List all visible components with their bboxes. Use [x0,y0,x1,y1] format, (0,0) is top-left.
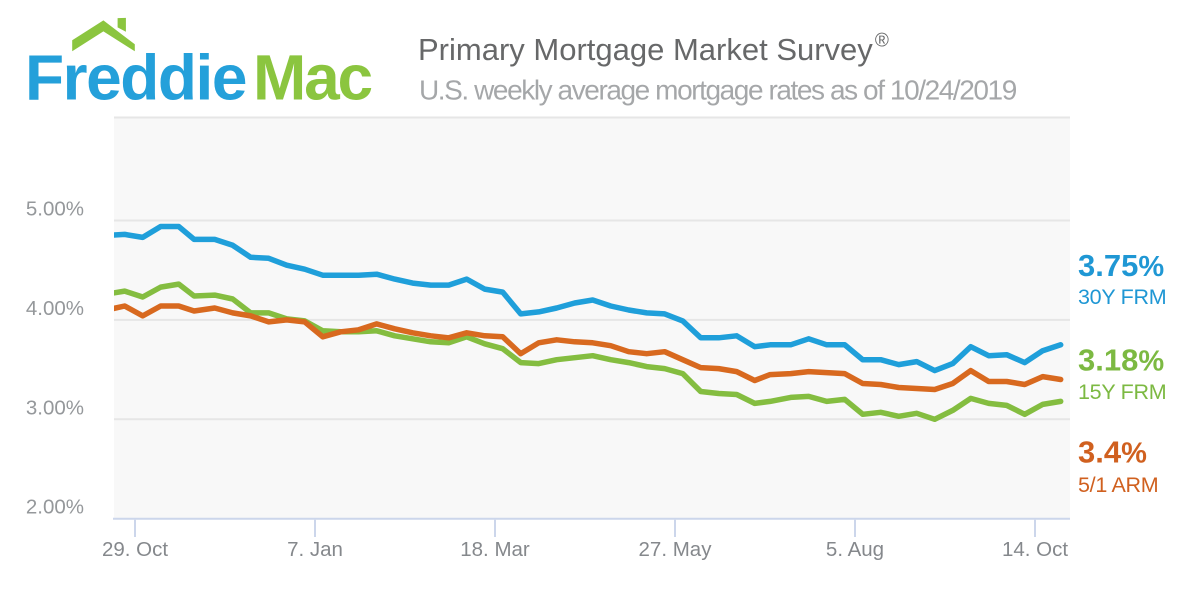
svg-text:15Y FRM: 15Y FRM [1078,380,1166,404]
svg-text:27. May: 27. May [639,538,713,561]
svg-text:14. Oct: 14. Oct [1002,538,1068,561]
svg-text:3.4%: 3.4% [1078,435,1147,470]
svg-text:30Y FRM: 30Y FRM [1078,285,1166,309]
svg-text:2.00%: 2.00% [26,496,84,519]
svg-text:18. Mar: 18. Mar [460,538,530,561]
svg-text:U.S. weekly average mortgage r: U.S. weekly average mortgage rates as of… [419,75,1017,106]
svg-text:Primary Mortgage Market Survey: Primary Mortgage Market Survey ® [418,31,889,68]
svg-text:5. Aug: 5. Aug [826,538,884,561]
svg-text:5.00%: 5.00% [26,198,84,221]
svg-text:4.00%: 4.00% [26,297,84,320]
svg-text:5/1 ARM: 5/1 ARM [1078,473,1158,497]
svg-text:3.75%: 3.75% [1078,248,1164,283]
svg-text:3.18%: 3.18% [1078,343,1164,378]
svg-text:Mac: Mac [253,41,372,113]
svg-text:29. Oct: 29. Oct [102,538,168,561]
svg-text:Freddie: Freddie [25,41,246,113]
svg-text:3.00%: 3.00% [26,396,84,419]
svg-text:7. Jan: 7. Jan [287,538,343,561]
